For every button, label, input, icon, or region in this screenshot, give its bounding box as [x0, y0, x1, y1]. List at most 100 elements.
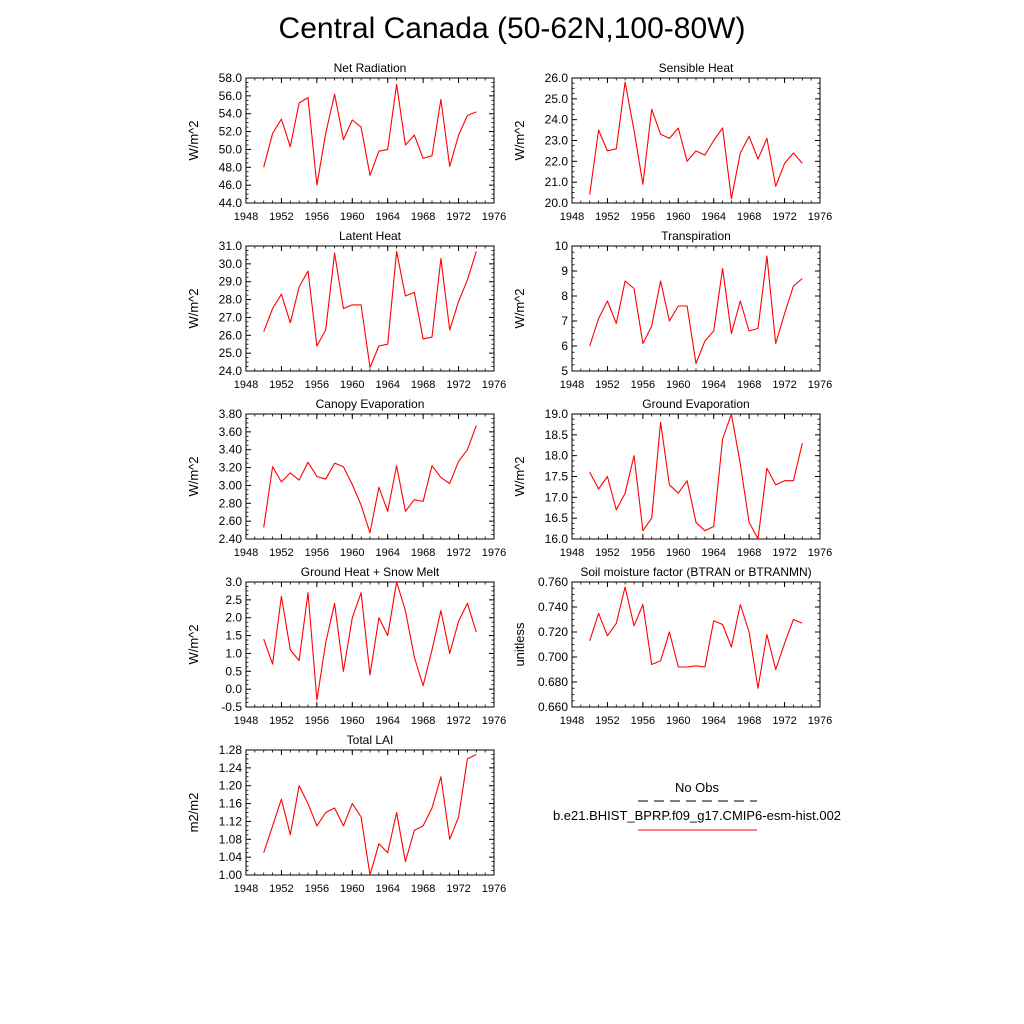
- panel-4-y-tick-label: 7: [561, 314, 568, 328]
- panel-5-y-tick-label: 3.00: [219, 478, 243, 492]
- panel-2-data-point: [703, 154, 706, 157]
- panel-3-x-tick-label: 1964: [375, 379, 399, 391]
- panel-5-data-point: [404, 510, 407, 513]
- panel-2-x-tick-label: 1972: [772, 211, 796, 223]
- panel-4-x-tick-label: 1960: [666, 379, 690, 391]
- panel-2-x-tick-label: 1968: [737, 211, 761, 223]
- panel-4-data-point: [650, 325, 653, 328]
- panel-4-data-point: [588, 345, 591, 348]
- panel-5-x-tick-label: 1972: [446, 547, 470, 559]
- panel-6-data-point: [588, 471, 591, 474]
- panel-5-y-tick-label: 3.20: [219, 461, 243, 475]
- panel-9-data-point: [315, 824, 318, 827]
- panel-7-data-point: [307, 591, 310, 594]
- panel-4-frame: [571, 245, 821, 372]
- panel-3-data-point: [262, 330, 265, 333]
- panel-9-y-tick-label: 1.24: [219, 761, 243, 775]
- panel-2-data-point: [606, 149, 609, 152]
- panel-8-x-tick-label: 1968: [737, 715, 761, 727]
- panel-9-x-tick-label: 1964: [375, 883, 399, 895]
- panel-2-data-point: [633, 129, 636, 132]
- panel-5-data-point: [466, 448, 469, 451]
- panel-8-data-point: [739, 603, 742, 606]
- panel-7-data-point: [413, 656, 416, 659]
- panel-2-data-point: [624, 81, 627, 84]
- panel-2-data-point: [695, 149, 698, 152]
- panel-2-y-tick-label: 22.0: [545, 154, 569, 168]
- panel-6-x-tick-label: 1956: [631, 547, 655, 559]
- panel-3-data-point: [448, 328, 451, 331]
- panel-9-frame: [245, 749, 495, 876]
- panel-4-data-point: [686, 305, 689, 308]
- panel-9-data-point: [298, 784, 301, 787]
- panel-6-data-point: [739, 463, 742, 466]
- panel-1-x-tick-label: 1952: [269, 211, 293, 223]
- panel-4-data-point: [606, 300, 609, 303]
- panel-3-data-point: [386, 343, 389, 346]
- panel-7-data-point: [342, 670, 345, 673]
- panel-5-x-tick-label: 1956: [305, 547, 329, 559]
- panel-6-series-line: [589, 413, 803, 540]
- panel-9-data-point: [342, 824, 345, 827]
- panel-8-data-point: [783, 642, 786, 645]
- panel-7-x-tick-label: 1952: [269, 715, 293, 727]
- panel-9-data-point: [466, 757, 469, 760]
- panel-8-series-line: [589, 586, 803, 689]
- panel-1-data-point: [307, 96, 310, 99]
- panel-8-data-point: [650, 663, 653, 666]
- panel-5-data-point: [333, 462, 336, 465]
- panel-5-y-tick-label: 2.40: [219, 532, 243, 546]
- panel-4-data-point: [624, 280, 627, 283]
- panel-3-x-tick-label: 1956: [305, 379, 329, 391]
- panel-4-title: Transpiration: [661, 229, 731, 243]
- panel-5-data-point: [262, 526, 265, 529]
- panel-7-data-point: [351, 616, 354, 619]
- panel-4-data-point: [677, 305, 680, 308]
- panel-6-data-point: [703, 529, 706, 532]
- panel-2-y-tick-label: 26.0: [545, 71, 569, 85]
- panel-9-data-point: [395, 811, 398, 814]
- panel-1-x-tick-label: 1976: [482, 211, 506, 223]
- panel-5-x-tick-label: 1976: [482, 547, 506, 559]
- panel-3-data-point: [369, 366, 372, 369]
- panel-9-y-axis-label: m2/m2: [186, 793, 201, 833]
- panel-7-data-point: [439, 609, 442, 612]
- panel-6-data-point: [783, 479, 786, 482]
- figure-title: Central Canada (50-62N,100-80W): [278, 12, 746, 45]
- panel-3-data-point: [324, 328, 327, 331]
- panel-6-y-tick-label: 18.0: [545, 449, 569, 463]
- panel-5-x-tick-label: 1948: [234, 547, 258, 559]
- panel-8-x-tick-label: 1952: [595, 715, 619, 727]
- panel-5-data-point: [351, 483, 354, 486]
- panel-4-x-tick-label: 1968: [737, 379, 761, 391]
- panel-1-data-point: [386, 148, 389, 151]
- panel-5-y-tick-label: 2.60: [219, 514, 243, 528]
- panel-2-title: Sensible Heat: [659, 61, 734, 75]
- panel-3-data-point: [431, 336, 434, 339]
- panel-2-x-tick-label: 1976: [808, 211, 832, 223]
- panel-1-data-point: [466, 114, 469, 117]
- panel-4-data-point: [615, 322, 618, 325]
- panel-8-x-tick-label: 1956: [631, 715, 655, 727]
- panel-9-y-tick-label: 1.20: [219, 779, 243, 793]
- panel-8-y-tick-label: 0.740: [538, 600, 568, 614]
- panel-4-data-point: [748, 330, 751, 333]
- panel-1-data-point: [315, 184, 318, 187]
- panel-9-data-point: [307, 802, 310, 805]
- panel-5-frame: [245, 413, 495, 540]
- panel-1-data-point: [271, 132, 274, 135]
- panel-4-data-point: [765, 255, 768, 258]
- panel-5-data-point: [324, 478, 327, 481]
- panel-6-x-tick-label: 1960: [666, 547, 690, 559]
- panel-6-data-point: [774, 483, 777, 486]
- panel-7-data-point: [386, 634, 389, 637]
- panel-2-data-point: [739, 152, 742, 155]
- panel-1-data-point: [342, 138, 345, 141]
- panel-4-data-point: [783, 312, 786, 315]
- panel-9-data-point: [360, 815, 363, 818]
- panel-4-data-point: [659, 280, 662, 283]
- panel-1-data-point: [439, 98, 442, 101]
- panel-8-data-point: [721, 623, 724, 626]
- panel-4-data-point: [721, 267, 724, 270]
- panel-8-data-point: [730, 646, 733, 649]
